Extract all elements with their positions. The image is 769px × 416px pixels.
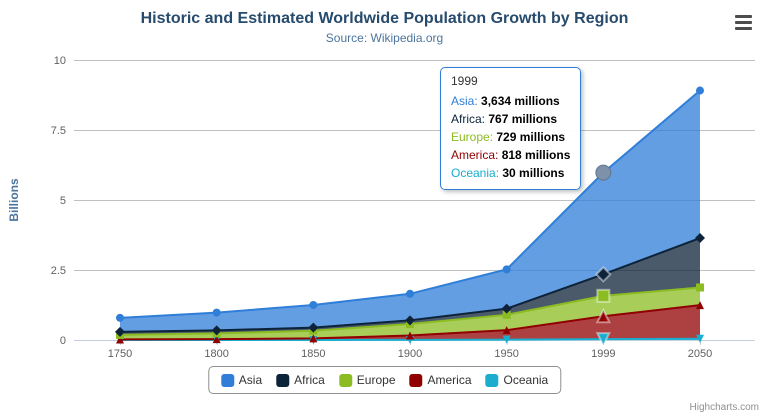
legend-symbol [338, 373, 352, 387]
legend-label: America [427, 373, 472, 387]
asia-point[interactable] [502, 265, 511, 274]
hamburger-icon [734, 26, 752, 30]
x-axis-label: 1850 [301, 348, 325, 360]
legend-symbol [409, 373, 423, 387]
x-axis-label: 1999 [591, 348, 615, 360]
legend: Asia Africa Europe America Oceania [207, 366, 562, 394]
tooltip-series-name: Oceania: [451, 166, 503, 180]
america-point[interactable] [406, 331, 414, 340]
markers-africa[interactable] [115, 233, 705, 337]
legend-item-europe[interactable]: Europe [338, 373, 396, 387]
area-asia[interactable] [120, 90, 700, 332]
america-point[interactable] [116, 335, 124, 344]
credits-link[interactable]: Highcharts.com [689, 402, 759, 413]
tooltip-series-name: America: [451, 148, 502, 162]
oceania-point[interactable] [595, 332, 611, 348]
legend-item-asia[interactable]: Asia [220, 373, 263, 387]
y-axis-label: 0 [60, 335, 66, 347]
tooltip-series-value: 729 millions [496, 130, 566, 144]
legend-symbol [276, 373, 290, 387]
x-axis-label: 1950 [494, 348, 518, 360]
europe-point[interactable] [596, 288, 611, 303]
chart-subtitle: Source: Wikipedia.org [325, 31, 444, 45]
legend-symbol [220, 373, 234, 387]
america-point[interactable] [309, 334, 318, 343]
america-point[interactable] [502, 326, 511, 335]
oceania-point[interactable] [696, 334, 704, 343]
area-bands [120, 90, 700, 340]
america-point[interactable] [595, 308, 611, 324]
tooltip-series-value: 30 millions [502, 166, 565, 180]
legend-item-oceania[interactable]: Oceania [485, 373, 549, 387]
africa-point[interactable] [211, 325, 222, 336]
legend-symbol [485, 373, 499, 387]
y-axis-label: 7.5 [51, 125, 66, 137]
legend-label: Europe [356, 373, 396, 387]
hamburger-icon [734, 14, 752, 18]
tooltip-row: Asia: 3,634 millions [451, 92, 570, 110]
europe-point[interactable] [696, 283, 704, 292]
area-america[interactable] [120, 305, 700, 340]
legend-item-america[interactable]: America [409, 373, 472, 387]
tooltip-series-value: 767 millions [488, 112, 558, 126]
legend-label: Asia [238, 373, 263, 387]
asia-point[interactable] [406, 289, 414, 298]
asia-hovered-point[interactable] [595, 164, 612, 181]
africa-point[interactable] [308, 322, 319, 333]
x-axis-label: 1900 [398, 348, 422, 360]
x-axis-labels: 1750 1800 1850 1900 1950 1999 2050 [108, 348, 712, 360]
tooltip-row: America: 818 millions [451, 146, 570, 164]
export-menu-button[interactable] [729, 10, 757, 34]
tooltip-rows: Asia: 3,634 millions Africa: 767 millions… [451, 92, 570, 182]
y-axis-label: 2.5 [51, 265, 66, 277]
africa-point[interactable] [695, 233, 705, 244]
africa-point[interactable] [115, 326, 125, 337]
tooltip-series-name: Europe: [451, 130, 497, 144]
legend-label: Africa [294, 373, 325, 387]
oceania-point[interactable] [502, 335, 511, 344]
tooltip-row: Africa: 767 millions [451, 110, 570, 128]
tooltip-series-value: 818 millions [501, 148, 571, 162]
x-axis-label: 1750 [108, 348, 132, 360]
asia-point[interactable] [212, 308, 221, 317]
y-axis-label: 5 [60, 195, 66, 207]
y-axis-label: 10 [54, 55, 66, 67]
y-axis-title: Billions [7, 178, 21, 222]
tooltip-series-value: 3,634 millions [481, 94, 560, 108]
america-point[interactable] [696, 301, 704, 310]
africa-point[interactable] [501, 303, 512, 314]
america-point[interactable] [212, 335, 221, 344]
y-axis-labels: 0 2.5 5 7.5 10 [51, 55, 66, 347]
asia-point[interactable] [309, 300, 318, 309]
asia-point[interactable] [696, 86, 704, 95]
tooltip-series-name: Asia: [451, 94, 482, 108]
tooltip-row: Oceania: 30 millions [451, 164, 570, 182]
chart-title: Historic and Estimated Worldwide Populat… [140, 10, 629, 27]
x-axis-label: 1800 [204, 348, 228, 360]
tooltip: 1999 Asia: 3,634 millions Africa: 767 mil… [440, 67, 582, 190]
hamburger-icon [734, 20, 752, 24]
area-africa[interactable] [120, 238, 700, 335]
legend-item-africa[interactable]: Africa [276, 373, 325, 387]
markers-america[interactable] [116, 301, 704, 344]
legend-label: Oceania [503, 373, 549, 387]
tooltip-series-name: Africa: [451, 112, 489, 126]
africa-point[interactable] [594, 265, 612, 283]
x-axis-label: 2050 [688, 348, 712, 360]
africa-point[interactable] [405, 315, 415, 326]
europe-point[interactable] [502, 310, 511, 319]
tooltip-row: Europe: 729 millions [451, 128, 570, 146]
tooltip-header: 1999 [451, 74, 478, 88]
asia-point[interactable] [116, 313, 124, 322]
